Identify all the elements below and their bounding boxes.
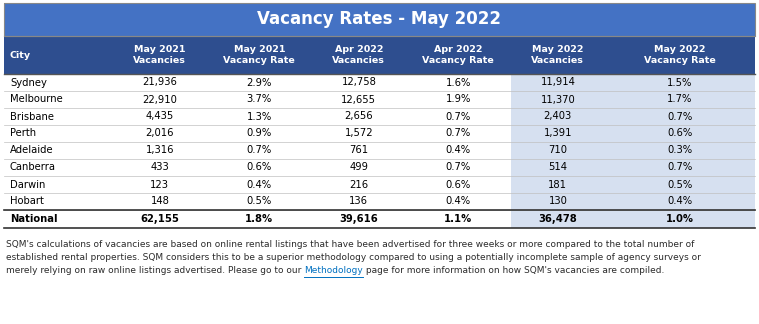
Text: Vacancy Rates - May 2022: Vacancy Rates - May 2022	[257, 10, 502, 29]
Text: 1.8%: 1.8%	[245, 214, 273, 224]
Text: page for more information on how SQM's vacancies are compiled.: page for more information on how SQM's v…	[363, 266, 664, 275]
Text: 0.7%: 0.7%	[667, 111, 692, 122]
Text: May 2022
Vacancy Rate: May 2022 Vacancy Rate	[644, 45, 716, 65]
Text: Hobart: Hobart	[10, 196, 44, 206]
Text: 12,758: 12,758	[342, 77, 376, 87]
Text: 0.4%: 0.4%	[667, 196, 692, 206]
Text: 0.4%: 0.4%	[446, 145, 471, 156]
Text: 39,616: 39,616	[339, 214, 378, 224]
Text: 148: 148	[150, 196, 169, 206]
Text: established rental properties. SQM considers this to be a superior methodology c: established rental properties. SQM consi…	[6, 253, 701, 262]
Text: 2.9%: 2.9%	[247, 77, 272, 87]
Text: Methodology: Methodology	[304, 266, 363, 275]
Text: Darwin: Darwin	[10, 179, 46, 190]
Text: Melbourne: Melbourne	[10, 95, 63, 105]
Text: May 2021
Vacancy Rate: May 2021 Vacancy Rate	[223, 45, 295, 65]
Text: 130: 130	[549, 196, 567, 206]
Text: 2,016: 2,016	[146, 129, 174, 138]
Text: 1.0%: 1.0%	[666, 214, 694, 224]
Text: 3.7%: 3.7%	[247, 95, 272, 105]
Text: 216: 216	[349, 179, 368, 190]
Text: 62,155: 62,155	[140, 214, 179, 224]
Text: Perth: Perth	[10, 129, 36, 138]
Text: 11,370: 11,370	[540, 95, 575, 105]
Text: National: National	[10, 214, 58, 224]
Text: 0.9%: 0.9%	[247, 129, 272, 138]
Text: 1.1%: 1.1%	[444, 214, 473, 224]
Text: 433: 433	[150, 163, 169, 172]
Text: 0.6%: 0.6%	[446, 179, 471, 190]
Text: 36,478: 36,478	[538, 214, 578, 224]
Text: 0.7%: 0.7%	[446, 111, 471, 122]
Text: Adelaide: Adelaide	[10, 145, 54, 156]
Text: 1,316: 1,316	[146, 145, 174, 156]
Text: 1.7%: 1.7%	[667, 95, 692, 105]
Text: Apr 2022
Vacancy Rate: Apr 2022 Vacancy Rate	[423, 45, 494, 65]
Text: 0.5%: 0.5%	[247, 196, 272, 206]
Text: City: City	[10, 51, 31, 60]
Text: 1.5%: 1.5%	[667, 77, 692, 87]
Text: Sydney: Sydney	[10, 77, 47, 87]
Text: Apr 2022
Vacancies: Apr 2022 Vacancies	[332, 45, 386, 65]
Text: Brisbane: Brisbane	[10, 111, 54, 122]
Text: merely relying on raw online listings advertised. Please go to our: merely relying on raw online listings ad…	[6, 266, 304, 275]
Text: May 2021
Vacancies: May 2021 Vacancies	[134, 45, 186, 65]
Text: 710: 710	[548, 145, 568, 156]
Text: 0.4%: 0.4%	[446, 196, 471, 206]
Text: 761: 761	[349, 145, 368, 156]
Text: 0.7%: 0.7%	[446, 163, 471, 172]
Text: 1.6%: 1.6%	[446, 77, 471, 87]
Text: 0.4%: 0.4%	[247, 179, 272, 190]
Text: 12,655: 12,655	[342, 95, 376, 105]
Text: 2,403: 2,403	[543, 111, 572, 122]
Text: 136: 136	[349, 196, 368, 206]
Text: 0.6%: 0.6%	[247, 163, 272, 172]
Text: 0.5%: 0.5%	[667, 179, 692, 190]
Text: 21,936: 21,936	[143, 77, 178, 87]
Text: 1,391: 1,391	[543, 129, 572, 138]
Text: 0.3%: 0.3%	[667, 145, 692, 156]
Text: 0.7%: 0.7%	[667, 163, 692, 172]
Text: 4,435: 4,435	[146, 111, 174, 122]
Text: 1.9%: 1.9%	[446, 95, 471, 105]
Text: 499: 499	[349, 163, 368, 172]
Text: 2,656: 2,656	[345, 111, 373, 122]
Text: 0.7%: 0.7%	[247, 145, 272, 156]
Text: Canberra: Canberra	[10, 163, 56, 172]
Text: 1,572: 1,572	[345, 129, 373, 138]
Text: 123: 123	[150, 179, 169, 190]
Text: 0.6%: 0.6%	[667, 129, 692, 138]
Text: 514: 514	[548, 163, 568, 172]
Text: 0.7%: 0.7%	[446, 129, 471, 138]
Text: 11,914: 11,914	[540, 77, 575, 87]
Text: May 2022
Vacancies: May 2022 Vacancies	[531, 45, 584, 65]
Text: 181: 181	[548, 179, 568, 190]
Text: SQM's calculations of vacancies are based on online rental listings that have be: SQM's calculations of vacancies are base…	[6, 240, 694, 249]
Text: 22,910: 22,910	[143, 95, 178, 105]
Text: 1.3%: 1.3%	[247, 111, 272, 122]
